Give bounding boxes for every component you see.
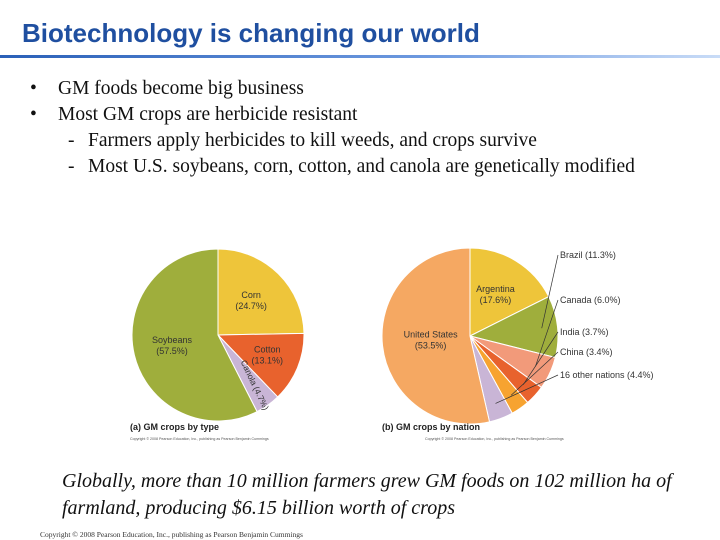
bullet-text: GM foods become big business: [58, 78, 304, 99]
bullet-item: • Most GM crops are herbicide resistant: [30, 102, 700, 128]
chart-credit: Copyright © 2008 Pearson Education, Inc.…: [130, 437, 269, 441]
bullet-list: • GM foods become big business • Most GM…: [30, 76, 700, 180]
leader-line: [535, 299, 559, 367]
bullet-text: Most GM crops are herbicide resistant: [58, 104, 358, 125]
bullet-dot-icon: •: [30, 104, 37, 125]
slice-label: United States: [404, 329, 459, 339]
slice-pct-label: (53.5%): [415, 340, 447, 350]
pie-slice-united: [381, 247, 491, 425]
pie-slice-corn: [217, 248, 305, 336]
slice-label: 16 other nations (4.4%): [560, 370, 654, 380]
slide-header: Biotechnology is changing our world: [0, 0, 720, 74]
title-underline: [0, 55, 720, 58]
slice-label: China (3.4%): [560, 347, 613, 357]
bullet-item: • GM foods become big business: [30, 76, 700, 102]
bullet-dash-icon: -: [68, 156, 75, 177]
leader-line: [510, 351, 559, 396]
pie-slice-soybeans: [131, 248, 258, 422]
bullet-dot-icon: •: [30, 78, 37, 99]
leader-line: [495, 374, 559, 404]
slide-title: Biotechnology is changing our world: [22, 18, 480, 48]
pie-slice-cotton: [216, 332, 305, 398]
pie-slice-brazil: [468, 295, 559, 359]
slice-label: Argentina: [476, 284, 515, 294]
slice-label: Cotton: [254, 344, 281, 354]
caption: Globally, more than 10 million farmers g…: [62, 470, 672, 519]
leader-line: [541, 254, 559, 329]
slice-label: India (3.7%): [560, 327, 609, 337]
pie-charts-svg: Corn(24.7%)Cotton(13.1%)Canola (4.7%)Soy…: [130, 247, 654, 441]
sub-bullet-text: Farmers apply herbicides to kill weeds, …: [88, 130, 537, 151]
chart-title: (b) GM crops by nation: [382, 422, 480, 432]
chart-credit: Copyright © 2008 Pearson Education, Inc.…: [425, 437, 564, 441]
sub-bullet-text: Most U.S. soybeans, corn, cotton, and ca…: [88, 156, 635, 177]
slice-label: Corn: [241, 290, 261, 300]
pie-charts-figure: Corn (24.7%) Cotton (13.1%) Canola (4.7%) Soy…: [130, 218, 675, 446]
bullet-dash-icon: -: [68, 130, 75, 151]
sub-bullet-item: - Most U.S. soybeans, corn, cotton, and …: [30, 154, 700, 180]
slice-pct-label: (17.6%): [480, 295, 512, 305]
slice-pct-label: (13.1%): [252, 355, 284, 365]
slice-label: Soybeans: [152, 335, 193, 345]
footer-copyright: Copyright © 2008 Pearson Education, Inc.…: [40, 530, 303, 539]
slice-pct-label: (57.5%): [156, 346, 188, 356]
slice-label: Brazil (11.3%): [560, 250, 616, 260]
slice-label: Canada (6.0%): [560, 295, 621, 305]
leader-line: [522, 331, 559, 385]
sub-bullet-item: - Farmers apply herbicides to kill weeds…: [30, 128, 700, 154]
slice-pct-label: (24.7%): [235, 301, 267, 311]
chart-title: (a) GM crops by type: [130, 422, 219, 432]
pie-slice-argentina: [469, 247, 550, 337]
